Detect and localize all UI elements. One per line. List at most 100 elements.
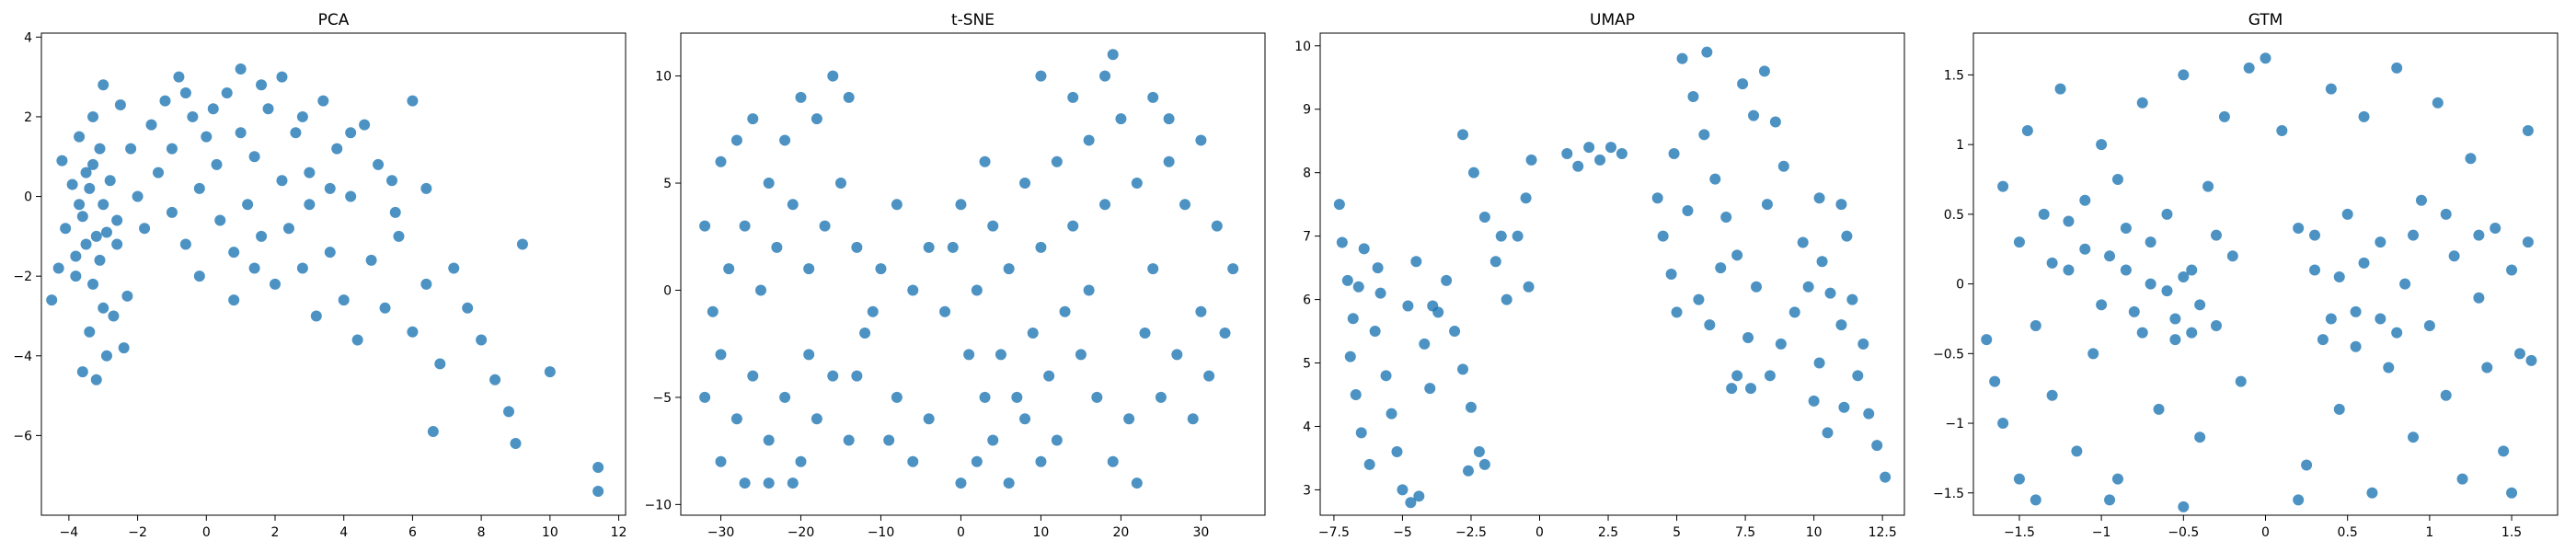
scatter-point (1107, 49, 1119, 61)
scatter-point (2235, 375, 2247, 387)
scatter-point (834, 178, 846, 190)
scatter-point (1003, 263, 1015, 275)
scatter-point (795, 455, 807, 467)
scatter-point (2423, 320, 2435, 332)
scatter-point (2186, 264, 2198, 276)
scatter-point (98, 79, 109, 91)
scatter-point (166, 143, 178, 155)
scatter-point (883, 434, 895, 446)
scatter-point (1802, 281, 1814, 293)
scatter-point (1561, 148, 1573, 159)
scatter-point (2178, 69, 2190, 81)
scatter-point (310, 310, 322, 322)
scatter-point (1397, 484, 1409, 496)
scatter-point (256, 79, 268, 91)
scatter-point (1211, 220, 1223, 232)
scatter-point (1758, 65, 1770, 77)
scatter-point (2341, 208, 2353, 220)
scatter-point (1350, 389, 1362, 400)
scatter-point (2350, 340, 2362, 352)
scatter-point (489, 374, 501, 385)
scatter-point (819, 220, 831, 232)
scatter-point (851, 370, 863, 382)
x-tick-label: 30 (1192, 525, 1209, 540)
scatter-point (1219, 328, 1231, 339)
scatter-point (1676, 52, 1688, 64)
scatter-points (46, 63, 604, 498)
scatter-point (754, 284, 766, 296)
scatter-point (1709, 173, 1721, 185)
scatter-point (2013, 236, 2025, 248)
scatter-point (1336, 236, 1348, 248)
scatter-point (2522, 125, 2534, 137)
y-tick-label: 1 (1956, 138, 1964, 153)
scatter-point (1227, 263, 1239, 275)
scatter-point (2063, 264, 2075, 276)
scatter-point (787, 477, 799, 489)
scatter-point (2465, 153, 2477, 165)
scatter-point (2506, 264, 2518, 276)
scatter-point (76, 211, 88, 223)
scatter-point (2432, 97, 2444, 109)
scatter-point (2145, 278, 2156, 290)
scatter-point (1701, 46, 1713, 58)
scatter-point (276, 175, 288, 187)
scatter-point (90, 230, 102, 242)
scatter-point (875, 263, 887, 275)
scatter-point (476, 334, 488, 346)
scatter-point (891, 391, 903, 403)
y-tick-label: 10 (655, 70, 672, 85)
scatter-point (248, 151, 260, 163)
scatter-point (1449, 326, 1461, 338)
scatter-point (262, 103, 274, 115)
scatter-point (1099, 199, 1111, 211)
scatter-point (2309, 264, 2321, 276)
panel-title: t-SNE (951, 11, 995, 29)
scatter-point (100, 350, 112, 362)
panel-title: GTM (2248, 11, 2283, 29)
scatter-point (2038, 208, 2050, 220)
panel-1: PCA −4 −2 0 2 4 6 8 10 12 −6 −4 −2 0 2 4 (13, 11, 627, 540)
scatter-point (1769, 116, 1781, 128)
scatter-point (1824, 287, 1836, 299)
scatter-point (1195, 134, 1207, 146)
scatter-point (434, 358, 446, 370)
scatter-point (987, 434, 999, 446)
scatter-point (739, 220, 751, 232)
scatter-point (407, 326, 419, 338)
scatter-point (462, 302, 474, 314)
scatter-point (235, 63, 247, 75)
scatter-point (1857, 338, 1869, 350)
x-tick-label: −1.5 (2004, 525, 2035, 540)
scatter-point (2087, 348, 2099, 360)
scatter-point (1405, 497, 1417, 509)
scatter-point (715, 155, 727, 167)
scatter-point (907, 455, 919, 467)
scatter-point (365, 254, 377, 266)
scatter-point (2186, 327, 2198, 339)
scatter-point (1512, 230, 1524, 242)
scatter-point (173, 71, 185, 83)
y-tick-label: −5 (652, 391, 672, 406)
scatter-point (331, 143, 343, 155)
scatter-point (1737, 78, 1749, 90)
scatter-point (699, 220, 711, 232)
scatter-point (787, 199, 799, 211)
scatter-point (1473, 446, 1485, 458)
scatter-point (851, 241, 863, 253)
scatter-point (2104, 250, 2116, 262)
scatter-point (1594, 154, 1606, 166)
scatter-point (242, 199, 254, 211)
scatter-point (111, 214, 123, 226)
scatter-point (811, 413, 822, 425)
scatter-point (1163, 113, 1175, 125)
y-tick-label: 0.5 (1944, 208, 1964, 223)
scatter-point (1369, 326, 1381, 338)
scatter-point (592, 486, 604, 498)
x-tick-label: −20 (788, 525, 815, 540)
scatter-point (987, 220, 999, 232)
x-tick-label: 5 (1673, 525, 1681, 540)
scatter-point (290, 127, 302, 139)
scatter-point (544, 366, 556, 378)
